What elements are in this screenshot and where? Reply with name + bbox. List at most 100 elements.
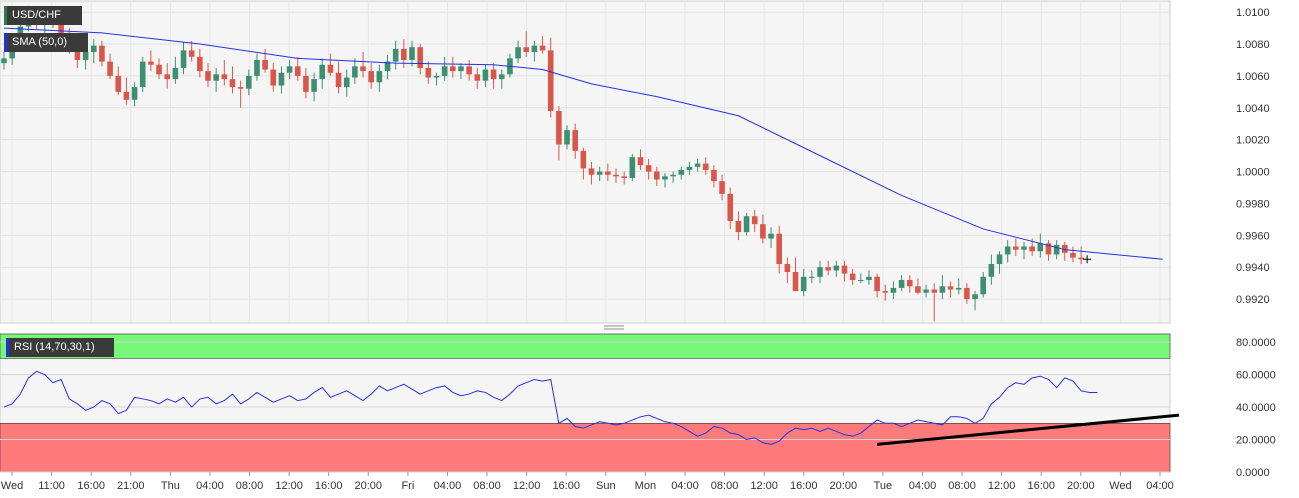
sma-indicator-label[interactable]: SMA (50,0) (4, 33, 88, 52)
candle-down (1078, 257, 1084, 260)
candle-down (327, 64, 334, 73)
candle-up (678, 169, 685, 175)
candle-up (858, 279, 864, 281)
time-tick-label: Wed (1, 480, 23, 492)
candle-down (74, 47, 81, 60)
price-tick-label: 0.9920 (1236, 294, 1270, 306)
candle-down (588, 168, 595, 175)
candle-up (596, 171, 603, 175)
rsi-tick-label: 80.0000 (1236, 337, 1276, 349)
sma-label-text: SMA (50,0) (12, 36, 68, 48)
rsi-axis: 80.0000 60.0000 40.0000 20.0000 0.0000 (1236, 337, 1276, 479)
time-tick-label: 04:00 (909, 480, 937, 492)
time-tick-label: 08:00 (948, 480, 976, 492)
candle-up (376, 71, 383, 83)
time-tick-label: 12:00 (750, 480, 778, 492)
time-tick-label: 04:00 (1146, 480, 1174, 492)
overbought-zone (0, 333, 1171, 359)
candle-down (237, 87, 244, 89)
candle-up (1, 58, 7, 64)
candle-up (82, 52, 89, 60)
time-tick-label: 20:00 (1067, 480, 1095, 492)
candle-down (776, 233, 782, 265)
candle-down (148, 61, 154, 65)
candle-up (278, 72, 285, 86)
time-tick-label: 08:00 (236, 480, 264, 492)
candle-up (768, 233, 774, 239)
candle-up (180, 50, 187, 68)
time-tick-label: 04:00 (434, 480, 462, 492)
rsi-line (3, 370, 1098, 445)
candle-up (392, 48, 399, 62)
candle-down (1029, 246, 1035, 252)
price-axis: 1.0100 1.0080 1.0060 1.0040 1.0020 1.0000 0.99… (1236, 7, 1270, 306)
candle-down (270, 69, 277, 86)
candle-up (694, 163, 701, 167)
time-tick-label: 16:00 (790, 480, 818, 492)
candle-up (809, 276, 815, 278)
candle-down (1045, 243, 1052, 255)
candle-down (580, 150, 587, 169)
candle-down (792, 271, 799, 292)
candle-down (637, 157, 644, 166)
candle-down (751, 216, 758, 225)
price-tick-label: 1.0040 (1236, 103, 1270, 115)
time-tick-label: 08:00 (473, 480, 501, 492)
candle-down (417, 47, 423, 68)
candle-down (229, 79, 236, 88)
rsi-label-text: RSI (14,70,30,1) (14, 341, 95, 353)
time-tick-label: 21:00 (117, 480, 145, 492)
candle-down (931, 289, 938, 293)
candle-down (613, 174, 619, 177)
candle-up (311, 79, 317, 92)
time-tick-label: 12:00 (275, 480, 303, 492)
candle-down (915, 286, 921, 293)
candle-up (531, 45, 538, 53)
candle-up (9, 45, 15, 59)
rsi-indicator-label[interactable]: RSI (14,70,30,1) (6, 338, 114, 357)
candle-up (319, 64, 326, 80)
candle-down (156, 64, 162, 75)
candle-up (213, 74, 219, 81)
rsi-trendline (876, 413, 1180, 446)
rsi-tick-label: 20.0000 (1236, 435, 1276, 447)
candle-down (605, 171, 611, 175)
candle-up (172, 67, 179, 80)
candle-up (955, 287, 962, 290)
time-tick-label: Thu (161, 480, 180, 492)
candle-down (711, 169, 717, 182)
time-tick-label: 16:00 (77, 480, 105, 492)
time-axis: Wed 11:00 16:00 21:00 Thu 04:00 08:00 12:00 16:0… (1, 472, 1174, 492)
time-tick-label: Mon (635, 480, 656, 492)
candle-up (352, 66, 358, 78)
candle-down (368, 71, 374, 83)
rsi-tick-label: 0.0000 (1236, 467, 1270, 479)
candle-down (474, 74, 481, 81)
symbol-label: USD/CHF (4, 6, 82, 25)
time-tick-label: 08:00 (711, 480, 739, 492)
time-tick-label: 12:00 (513, 480, 541, 492)
candle-down (654, 171, 660, 180)
candle-down (360, 66, 366, 72)
time-tick-label: 20:00 (355, 480, 383, 492)
candle-down (401, 48, 407, 60)
pane-resize-handle[interactable] (604, 325, 624, 330)
crosshair-marker (1083, 255, 1092, 264)
time-tick-label: 16:00 (1027, 480, 1055, 492)
candle-down (841, 265, 848, 274)
candle-up (564, 130, 570, 145)
time-tick-label: 16:00 (315, 480, 343, 492)
candle-down (947, 286, 954, 290)
candle-down (450, 66, 456, 72)
candle-down (197, 56, 203, 72)
candle-down (523, 47, 530, 53)
price-tick-label: 1.0100 (1236, 7, 1270, 19)
candle-down (1062, 244, 1068, 253)
candle-down (784, 264, 791, 272)
candle-up (433, 75, 440, 78)
candle-up (1021, 246, 1027, 250)
price-tick-label: 0.9960 (1236, 230, 1270, 242)
time-tick-label: Wed (1109, 480, 1131, 492)
candle-up (980, 276, 986, 295)
candle-up (686, 166, 693, 170)
